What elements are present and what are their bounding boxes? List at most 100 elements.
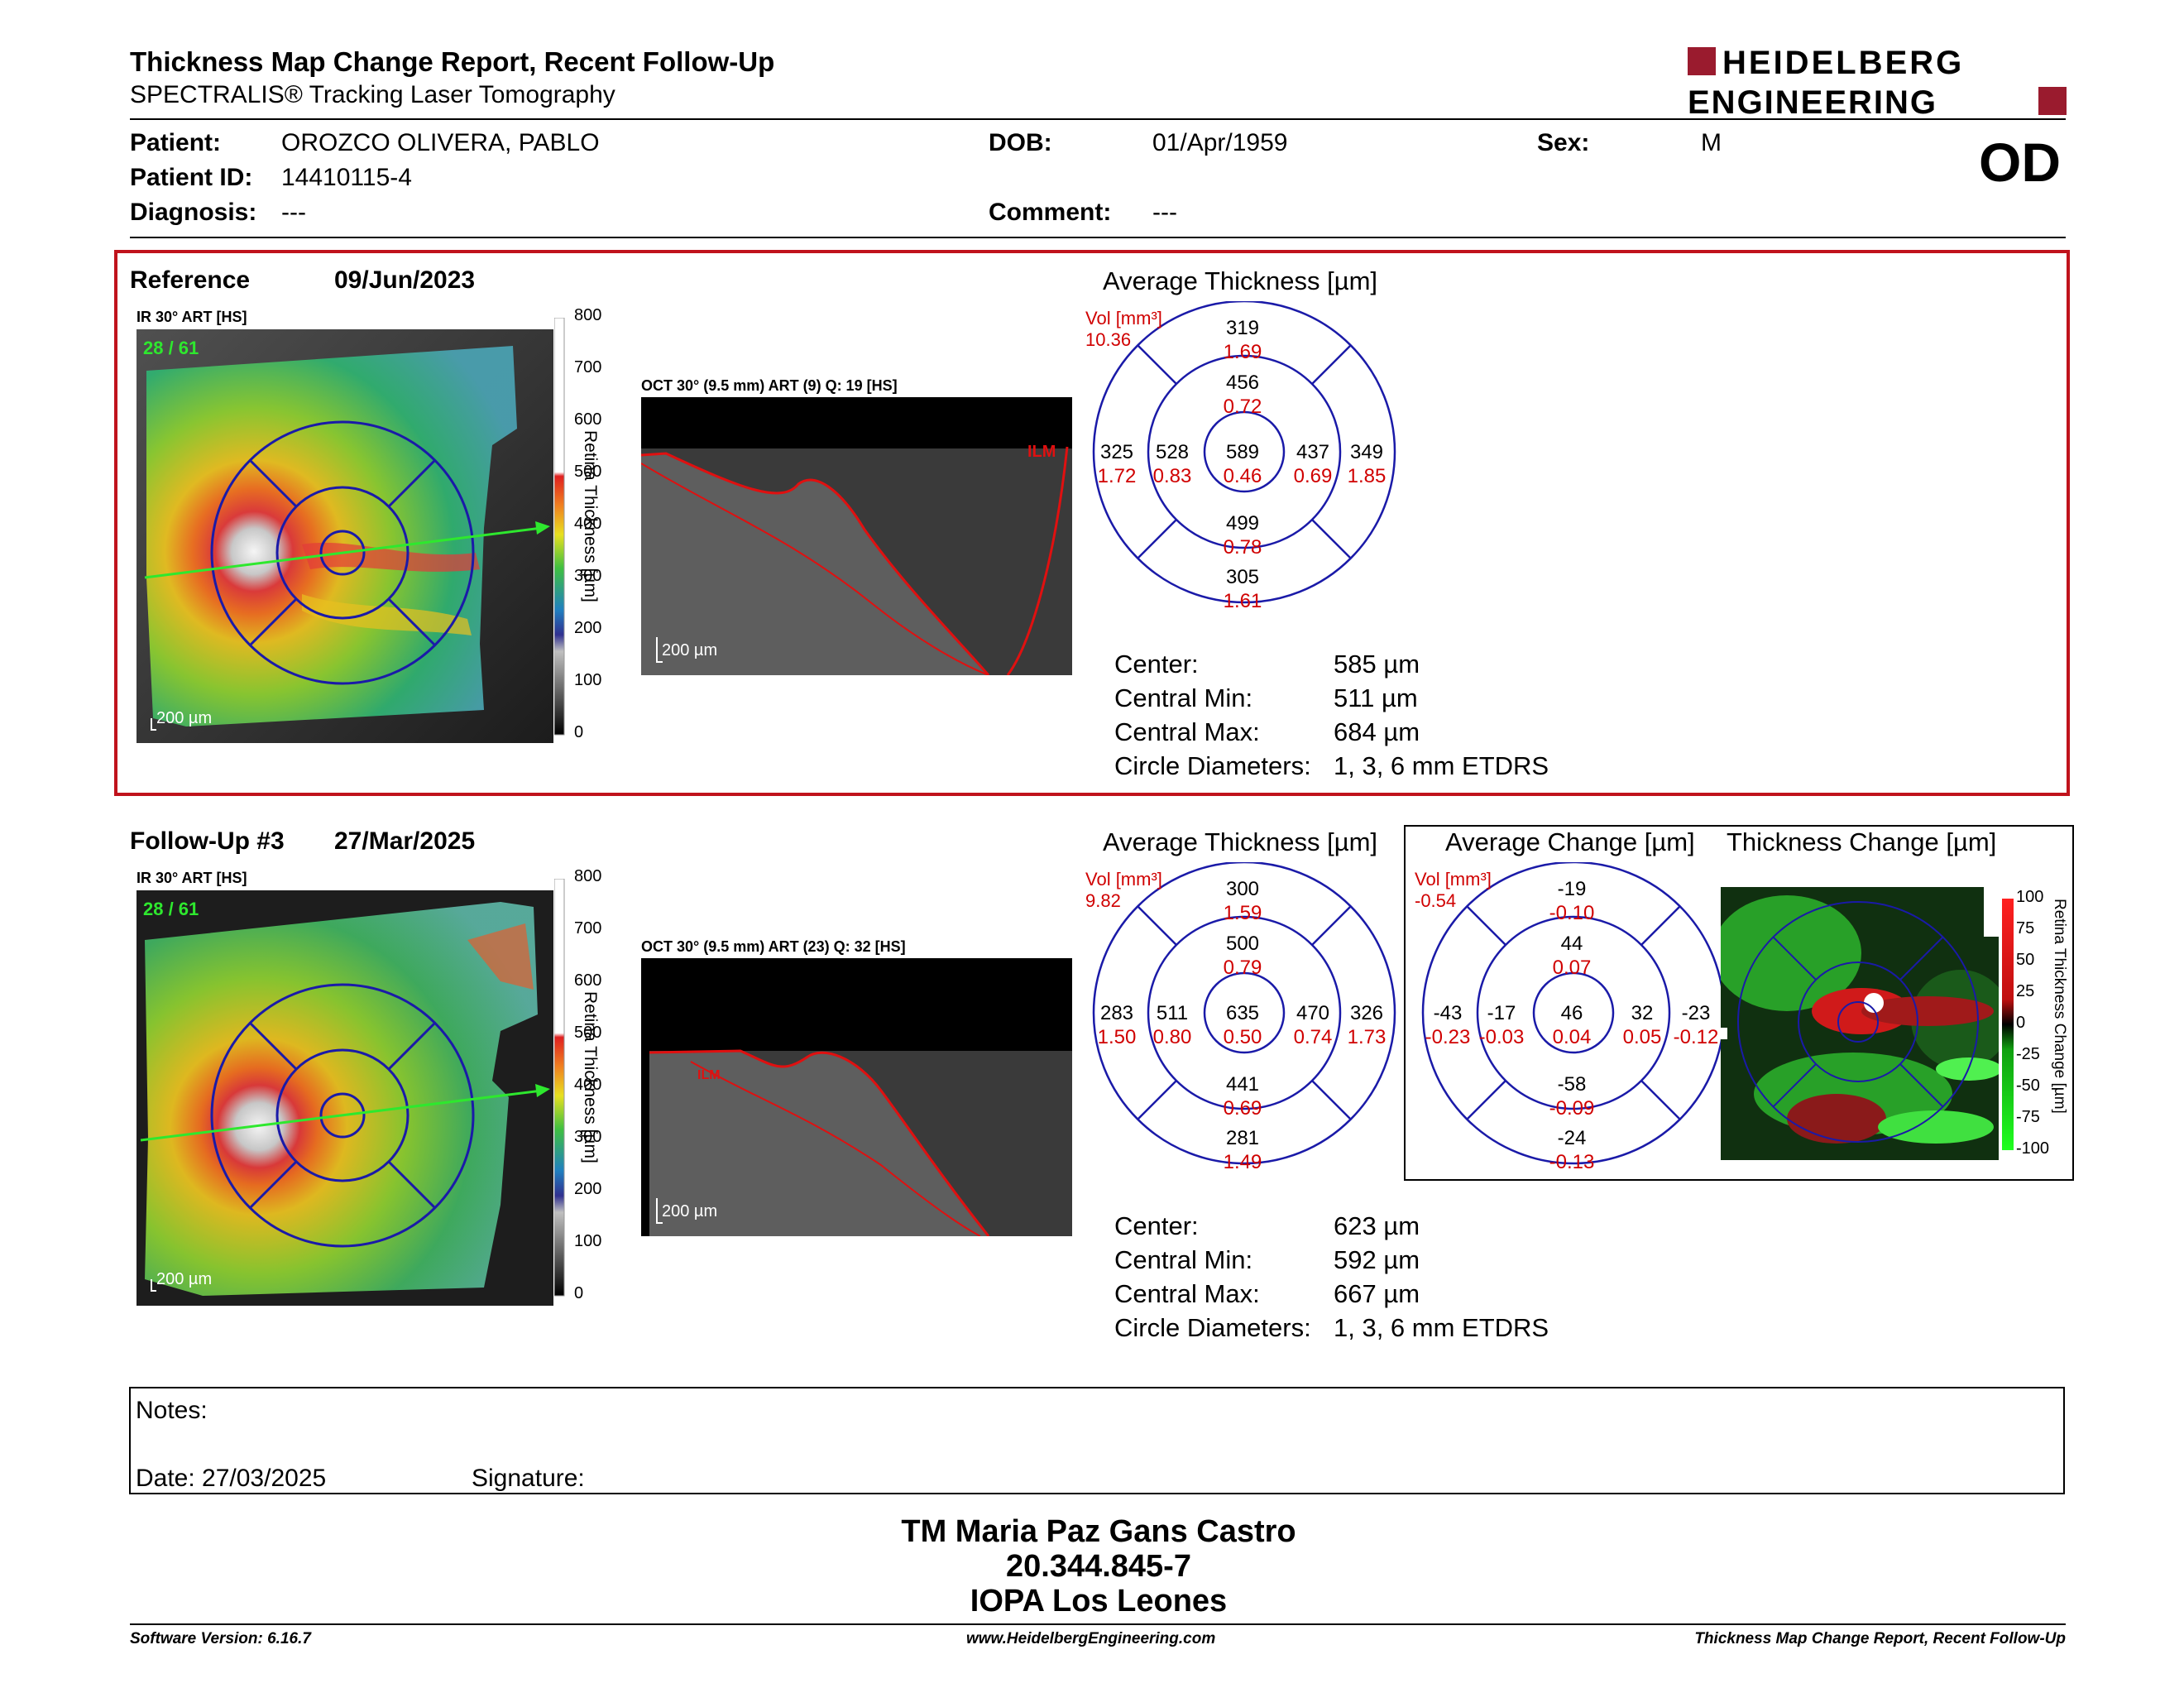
reference-fundus-scale: 200 µm [156, 709, 212, 727]
signature-label: Signature: [472, 1465, 585, 1492]
sector-inner-left: -17 -0.03 [1478, 1002, 1525, 1048]
dob-value: 01/Apr/1959 [1152, 129, 1288, 156]
reference-oct-bscan: ILM 200 µm [640, 397, 1072, 676]
sector-inner-bottom: 441 0.69 [1223, 1073, 1262, 1120]
followup-colorbar-ticks: 800 700 600 500 400 300 200 100 0 [574, 867, 607, 1306]
colorbar-tick: -25 [2016, 1045, 2040, 1063]
header-divider [130, 118, 2066, 120]
followup-date: 27/Mar/2025 [334, 827, 476, 855]
reference-oct-scale: 200 µm [662, 641, 717, 659]
colorbar-tick: 50 [2016, 951, 2035, 969]
logo-line1: HEIDELBERG [1722, 46, 1964, 81]
colorbar-tick: 300 [574, 567, 602, 585]
colorbar-tick: 100 [2016, 888, 2044, 906]
reference-min-value: 511 µm [1334, 683, 1418, 712]
sector-outer-left: 325 1.72 [1097, 441, 1137, 487]
sector-outer-top: 300 1.59 [1223, 878, 1262, 924]
report-subtitle: SPECTRALIS® Tracking Laser Tomography [130, 81, 615, 108]
software-version: Software Version: 6.16.7 [130, 1630, 311, 1647]
sector-center: 46 0.04 [1552, 1002, 1592, 1048]
reference-date: 09/Jun/2023 [334, 266, 476, 294]
change-volume: Vol [mm³] -0.54 [1415, 869, 1492, 912]
colorbar-tick: 100 [574, 1232, 602, 1250]
notes-date: Date: 27/03/2025 [136, 1465, 327, 1492]
sector-inner-top: 500 0.79 [1223, 933, 1262, 979]
colorbar-tick: 0 [574, 1284, 584, 1302]
reference-colorbar-ticks: 800 700 600 500 400 300 200 100 0 [574, 306, 607, 745]
logo-line2: ENGINEERING [1688, 84, 1937, 120]
patient-id: 14410115-4 [281, 164, 412, 191]
reference-colorbar-title: Retina Thickness [µm] [581, 430, 600, 602]
followup-min-value: 592 µm [1334, 1245, 1420, 1274]
followup-colorbar-title: Retina Thickness [µm] [581, 991, 600, 1163]
comment-value: --- [1152, 199, 1177, 226]
followup-fundus-scale: 200 µm [156, 1270, 212, 1288]
reference-panel [114, 250, 2070, 796]
colorbar-tick: 600 [574, 410, 602, 429]
sector-inner-right: 470 0.74 [1293, 1002, 1333, 1048]
colorbar-tick: 800 [574, 867, 602, 885]
colorbar-tick: -75 [2016, 1108, 2040, 1126]
sector-outer-right: 326 1.73 [1347, 1002, 1387, 1048]
sector-inner-left: 511 0.80 [1152, 1002, 1192, 1048]
followup-colorbar [553, 878, 637, 1309]
colorbar-tick: 800 [574, 306, 602, 324]
sex-label: Sex: [1537, 129, 1590, 156]
report-title: Thickness Map Change Report, Recent Foll… [130, 46, 775, 77]
colorbar-tick: 400 [574, 1076, 602, 1094]
reference-colorbar [553, 317, 637, 748]
heidelberg-logo: HEIDELBERG ENGINEERING [1688, 45, 2068, 124]
colorbar-tick: 700 [574, 919, 602, 938]
sector-outer-top: -19 -0.10 [1549, 878, 1595, 924]
notes-label: Notes: [136, 1397, 208, 1424]
change-colorbar [2002, 899, 2014, 1150]
notes-box [129, 1387, 2065, 1494]
sex-value: M [1701, 129, 1722, 156]
vol-value: 10.36 [1085, 329, 1132, 350]
colorbar-tick: 200 [574, 619, 602, 637]
sector-center: 635 0.50 [1223, 1002, 1262, 1048]
colorbar-tick: 75 [2016, 919, 2035, 938]
change-panel [1404, 825, 2074, 1181]
followup-center-value: 623 µm [1334, 1211, 1420, 1240]
reference-center-value: 585 µm [1334, 650, 1420, 679]
sector-inner-bottom: -58 -0.09 [1549, 1073, 1595, 1120]
reference-diam-value: 1, 3, 6 mm ETDRS [1334, 751, 1549, 780]
change-map-title: Thickness Change [µm] [1727, 827, 1997, 856]
diagnosis-label: Diagnosis: [130, 199, 257, 226]
signer-id: 20.344.845-7 [1006, 1549, 1191, 1584]
reference-frame-counter: 28 / 61 [143, 338, 199, 358]
website-link[interactable]: www.HeidelbergEngineering.com [966, 1630, 1216, 1647]
dob-label: DOB: [989, 129, 1052, 156]
followup-center-label: Center: [1114, 1211, 1199, 1240]
sector-outer-right: -23 -0.12 [1673, 1002, 1719, 1048]
colorbar-tick: -100 [2016, 1139, 2050, 1158]
reference-max-label: Central Max: [1114, 717, 1260, 746]
colorbar-tick: 700 [574, 358, 602, 376]
followup-label: Follow-Up #3 [130, 827, 285, 855]
sector-outer-bottom: 281 1.49 [1223, 1127, 1262, 1173]
sector-inner-left: 528 0.83 [1152, 441, 1192, 487]
followup-oct-bscan: ILM 200 µm [641, 958, 1072, 1237]
patient-label: Patient: [130, 129, 222, 156]
colorbar-tick: 200 [574, 1180, 602, 1198]
followup-oct-scale: 200 µm [662, 1202, 717, 1220]
followup-max-value: 667 µm [1334, 1279, 1420, 1308]
signer-organization: IOPA Los Leones [970, 1584, 1228, 1618]
colorbar-tick: 0 [574, 723, 584, 741]
followup-volume: Vol [mm³] 9.82 [1085, 869, 1162, 912]
reference-thickness-map: 28 / 61 200 µm [136, 329, 553, 743]
sector-outer-right: 349 1.85 [1347, 441, 1387, 487]
sector-center: 589 0.46 [1223, 441, 1262, 487]
colorbar-tick: 25 [2016, 982, 2035, 1000]
reference-etdrs-grid [1084, 300, 1398, 616]
followup-frame-counter: 28 / 61 [143, 899, 199, 919]
vol-label: Vol [mm³] [1415, 869, 1492, 890]
reference-center-label: Center: [1114, 650, 1199, 679]
followup-etdrs-grid [1084, 861, 1398, 1177]
sector-outer-left: -43 -0.23 [1425, 1002, 1471, 1048]
sector-outer-bottom: -24 -0.13 [1549, 1127, 1595, 1173]
sector-inner-top: 456 0.72 [1223, 372, 1262, 418]
followup-max-label: Central Max: [1114, 1279, 1260, 1308]
signer-name: TM Maria Paz Gans Castro [901, 1514, 1296, 1549]
